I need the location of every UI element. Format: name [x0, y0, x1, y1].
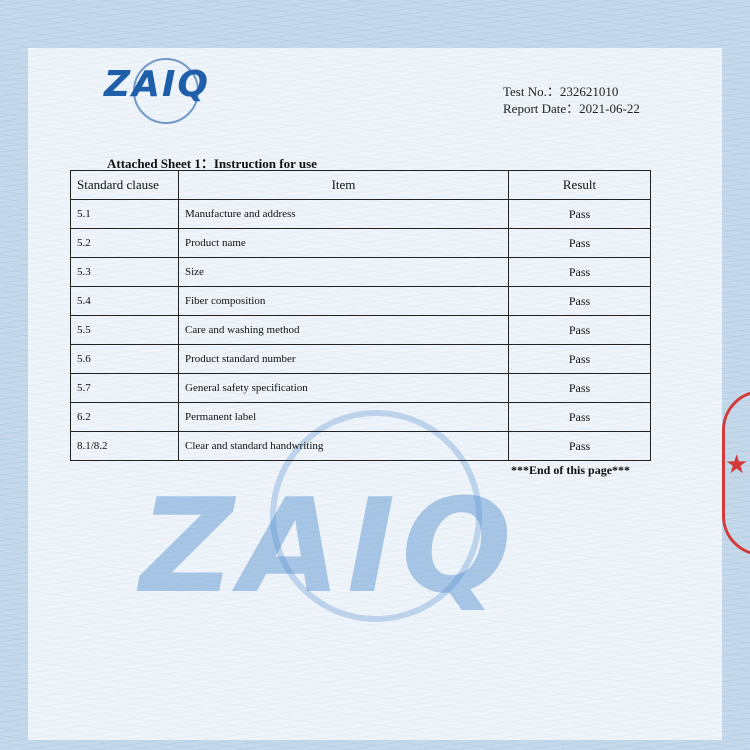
- result-cell: Pass: [508, 257, 651, 287]
- column-header: Standard clause: [70, 170, 179, 200]
- table-body: 5.1 Manufacture and address Pass 5.2 Product…: [70, 199, 651, 461]
- sheet-title: Attached Sheet 1：Instruction for use: [107, 156, 317, 171]
- clause-cell: 6.2: [70, 402, 179, 432]
- item-cell: Permanent label: [178, 402, 509, 432]
- item-cell: Manufacture and address: [178, 199, 509, 229]
- item-cell: Product standard number: [178, 344, 509, 374]
- table-row: 5.7 General safety specification Pass: [70, 373, 651, 403]
- end-note: ***End of this page***: [511, 463, 631, 477]
- seal-star: ★: [725, 450, 749, 479]
- header-row: Standard clause Item Result: [70, 170, 651, 200]
- clause-cell: 5.6: [70, 344, 179, 374]
- table-row: 8.1/8.2 Clear and standard handwriting Pas…: [70, 431, 651, 461]
- instruction-table: Standard clause Item Result 5.1 Manufactu…: [70, 170, 651, 461]
- result-cell: Pass: [508, 431, 651, 461]
- item-cell: Product name: [178, 228, 509, 258]
- report-date: Report Date：2021-06-22: [503, 101, 640, 116]
- result-cell: Pass: [508, 373, 651, 403]
- result-cell: Pass: [508, 344, 651, 374]
- clause-cell: 5.7: [70, 373, 179, 403]
- table-row: 5.6 Product standard number Pass: [70, 344, 651, 374]
- table-row: 5.4 Fiber composition Pass: [70, 286, 651, 316]
- item-cell: General safety specification: [178, 373, 509, 403]
- item-cell: Care and washing method: [178, 315, 509, 345]
- table-row: 5.3 Size Pass: [70, 257, 651, 287]
- result-cell: Pass: [508, 402, 651, 432]
- clause-cell: 5.5: [70, 315, 179, 345]
- result-cell: Pass: [508, 315, 651, 345]
- result-cell: Pass: [508, 286, 651, 316]
- column-header: Result: [508, 170, 651, 200]
- clause-cell: 5.2: [70, 228, 179, 258]
- result-cell: Pass: [508, 199, 651, 229]
- item-cell: Fiber composition: [178, 286, 509, 316]
- table-row: 5.1 Manufacture and address Pass: [70, 199, 651, 229]
- test-number: Test No.：232621010: [503, 84, 619, 99]
- column-header: Item: [178, 170, 509, 200]
- item-cell: Clear and standard handwriting: [178, 431, 509, 461]
- item-cell: Size: [178, 257, 509, 287]
- clause-cell: 8.1/8.2: [70, 431, 179, 461]
- clause-cell: 5.4: [70, 286, 179, 316]
- clause-cell: 5.1: [70, 199, 179, 229]
- logo: ZAIQ: [104, 64, 210, 105]
- result-cell: Pass: [508, 228, 651, 258]
- table-row: 5.5 Care and washing method Pass: [70, 315, 651, 345]
- table-row: 6.2 Permanent label Pass: [70, 402, 651, 432]
- watermark: ZAIQ: [140, 470, 518, 622]
- clause-cell: 5.3: [70, 257, 179, 287]
- table-row: 5.2 Product name Pass: [70, 228, 651, 258]
- logo-globe: [133, 58, 199, 124]
